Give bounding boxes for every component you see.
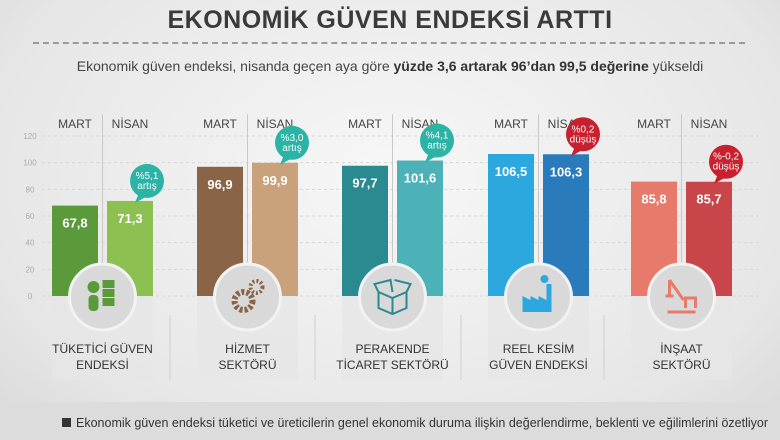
period-label: MART bbox=[637, 117, 671, 131]
y-tick-label: 60 bbox=[26, 212, 35, 221]
category-label: TİCARET SEKTÖRÜ bbox=[336, 358, 448, 372]
period-label: NİSAN bbox=[257, 117, 294, 131]
badge-text: %4,1 bbox=[426, 131, 449, 142]
badge-text: artış bbox=[137, 181, 156, 192]
badge-tail bbox=[571, 146, 582, 157]
badge-text: %3,0 bbox=[281, 133, 304, 144]
badge-tail bbox=[280, 154, 291, 165]
badge-text: %-0,2 bbox=[713, 152, 740, 163]
bar-value-label: 67,8 bbox=[62, 216, 87, 231]
bar-value-label: 101,6 bbox=[404, 171, 437, 186]
icon-part bbox=[665, 279, 697, 314]
bar-value-label: 106,3 bbox=[550, 164, 583, 179]
y-tick-label: 20 bbox=[26, 265, 35, 274]
bar-value-label: 99,9 bbox=[262, 173, 287, 188]
category-label: PERAKENDE bbox=[355, 342, 429, 356]
category-label: TÜKETİCİ GÜVEN bbox=[52, 342, 153, 356]
category-label: İNŞAAT bbox=[660, 342, 703, 356]
badge-circle bbox=[566, 117, 600, 152]
consumer-boxes-icon bbox=[87, 280, 115, 311]
badge-tail bbox=[135, 192, 146, 203]
badge-text: artış bbox=[427, 141, 446, 152]
badge-text: %0,2 bbox=[572, 124, 595, 135]
bar-value-label: 96,9 bbox=[207, 177, 232, 192]
icon-part bbox=[88, 295, 99, 311]
y-tick-label: 0 bbox=[28, 292, 33, 301]
factory-icon bbox=[522, 275, 552, 312]
title-divider bbox=[33, 42, 745, 44]
icon-part bbox=[373, 278, 412, 316]
icon-part bbox=[102, 280, 115, 288]
icon-part bbox=[231, 289, 256, 313]
period-label: NİSAN bbox=[112, 117, 149, 131]
category-label: ENDEKSİ bbox=[76, 358, 129, 372]
category-label: GÜVEN ENDEKSİ bbox=[489, 358, 588, 372]
y-tick-label: 80 bbox=[26, 185, 35, 194]
icon-part bbox=[102, 289, 115, 297]
gears-icon bbox=[231, 279, 265, 313]
bar-value-label: 106,5 bbox=[495, 164, 528, 179]
period-label: MART bbox=[348, 117, 382, 131]
subtitle-end: yükseldi bbox=[648, 58, 704, 74]
y-tick-label: 100 bbox=[23, 159, 37, 168]
footer-band bbox=[0, 402, 780, 440]
gears-icon-circle bbox=[213, 262, 282, 332]
crane-icon bbox=[665, 279, 697, 314]
y-tick-label: 120 bbox=[23, 132, 37, 141]
category-label: REEL KESİM bbox=[503, 342, 575, 356]
footnote: Ekonomik güven endeksi tüketici ve üreti… bbox=[62, 416, 768, 430]
bar-value-label: 97,7 bbox=[352, 176, 377, 191]
bar-value-label: 85,7 bbox=[696, 192, 721, 207]
badge-text: düşüş bbox=[570, 134, 597, 145]
bullet-square-icon bbox=[62, 418, 71, 427]
footnote-text: Ekonomik güven endeksi tüketici ve üreti… bbox=[76, 416, 768, 430]
period-label: MART bbox=[203, 117, 237, 131]
badge-text: düşüş bbox=[713, 162, 740, 173]
category-label: SEKTÖRÜ bbox=[652, 358, 710, 372]
badge-text: %5,1 bbox=[136, 171, 159, 182]
icon-part bbox=[522, 284, 552, 312]
badge-circle bbox=[709, 144, 743, 179]
badge-tail bbox=[425, 152, 436, 163]
category-label: HİZMET bbox=[225, 342, 270, 356]
y-tick-label: 40 bbox=[26, 239, 35, 248]
icon-part bbox=[87, 281, 100, 293]
bar-value-label: 71,3 bbox=[117, 211, 142, 226]
period-label: MART bbox=[494, 117, 528, 131]
badge-text: artış bbox=[282, 143, 301, 154]
subtitle-text: Ekonomik güven endeksi, nisanda geçen ay… bbox=[76, 58, 394, 74]
period-label: MART bbox=[58, 117, 92, 131]
badge-circle bbox=[275, 125, 309, 160]
badge-circle bbox=[130, 163, 164, 198]
subtitle-highlight: yüzde 3,6 artarak 96’dan 99,5 değerine bbox=[393, 58, 649, 74]
bar-value-label: 85,8 bbox=[641, 192, 666, 207]
icon-part bbox=[248, 279, 265, 295]
page-title: EKONOMİK GÜVEN ENDEKSİ ARTTI bbox=[167, 6, 613, 34]
period-label: NİSAN bbox=[691, 117, 728, 131]
icon-part bbox=[540, 275, 549, 283]
bar-chart: 020406080100120MART67,8NİSAN71,3%5,1artı… bbox=[23, 114, 760, 380]
category-label: SEKTÖRÜ bbox=[218, 358, 276, 372]
badge-circle bbox=[420, 123, 454, 158]
icon-part bbox=[102, 298, 115, 306]
badge-tail bbox=[714, 173, 725, 184]
subtitle: Ekonomik güven endeksi, nisanda geçen ay… bbox=[0, 58, 780, 74]
box-icon bbox=[373, 278, 412, 316]
